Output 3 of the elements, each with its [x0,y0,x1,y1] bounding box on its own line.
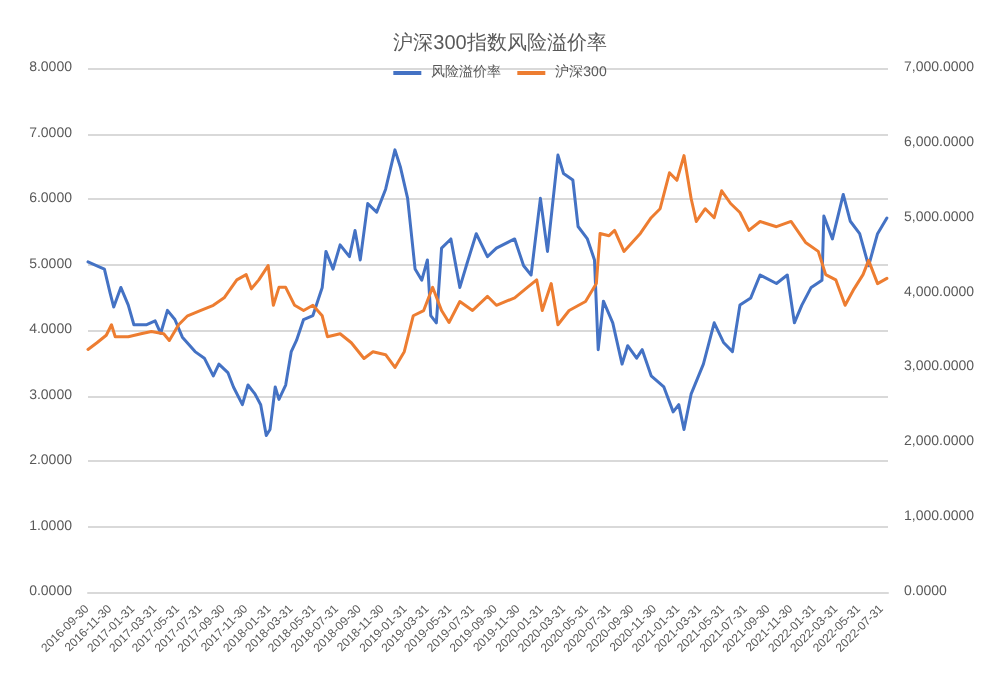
line-series [86,154,889,369]
line-series [86,148,889,437]
chart-title: 沪深300指数风险溢价率 [393,31,607,55]
